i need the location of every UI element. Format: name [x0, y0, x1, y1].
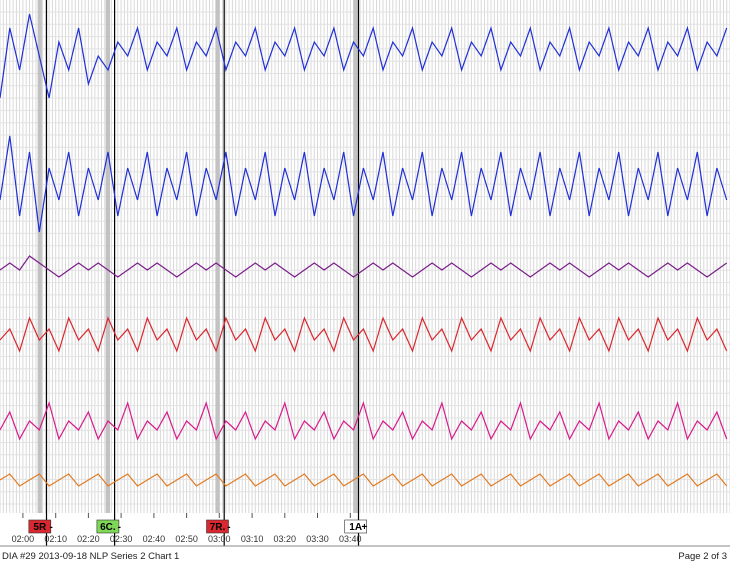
- question-band: [353, 0, 358, 513]
- question-band: [37, 0, 42, 513]
- time-axis: 02:00 02:10 02:20 02:30 02:40 02:50 03:00 03:10…: [12, 513, 362, 544]
- answer-mark: -: [227, 522, 230, 533]
- time-label: 03:10: [241, 534, 264, 544]
- question-label: 1A: [349, 522, 362, 533]
- question-band: [105, 0, 110, 513]
- chart-title: DIA #29 2013-09-18 NLP Series 2 Chart 1: [2, 551, 179, 562]
- time-label: 02:30: [110, 534, 133, 544]
- question-labels: 5R -6C. -7R. -1A +: [28, 519, 368, 534]
- answer-mark: +: [362, 522, 368, 533]
- question-label-box: [28, 519, 52, 534]
- trace-5: [0, 473, 728, 487]
- trace-0: [0, 13, 728, 99]
- question-label: 5R: [33, 522, 47, 533]
- question-label: 6C.: [100, 522, 116, 533]
- time-label: 03:30: [306, 534, 329, 544]
- question-band: [215, 0, 220, 513]
- time-label: 03:20: [274, 534, 297, 544]
- time-label: 02:00: [12, 534, 35, 544]
- time-label: 02:50: [175, 534, 198, 544]
- time-label: 02:40: [143, 534, 166, 544]
- trace-1: [0, 135, 728, 233]
- trace-2: [0, 255, 728, 278]
- trace-4: [0, 401, 728, 441]
- time-label: 03:40: [339, 534, 362, 544]
- time-label: 02:10: [44, 534, 67, 544]
- question-label-box: [96, 519, 120, 534]
- time-label: 03:00: [208, 534, 231, 544]
- question-label-box: [206, 519, 229, 534]
- question-label-box: [344, 519, 368, 534]
- question-label: 7R.: [210, 522, 226, 533]
- trace-3: [0, 316, 728, 353]
- answer-mark: -: [118, 522, 121, 533]
- page-number: Page 2 of 3: [678, 551, 727, 562]
- time-label: 02:20: [77, 534, 100, 544]
- traces: [0, 13, 728, 487]
- question-bands: [37, 0, 360, 546]
- answer-mark: -: [50, 522, 53, 533]
